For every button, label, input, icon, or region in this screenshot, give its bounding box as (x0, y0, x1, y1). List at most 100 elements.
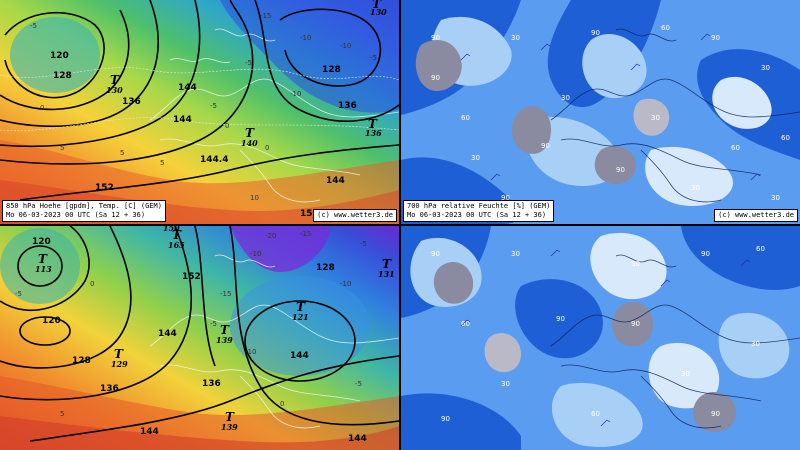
svg-text:129: 129 (111, 359, 128, 369)
svg-text:113: 113 (35, 264, 52, 274)
iso-label: 120 (32, 237, 51, 247)
svg-text:150: 150 (163, 226, 180, 233)
rh-label: 90 (431, 34, 440, 42)
temp-label: -20 (265, 232, 276, 240)
temp-label: 0 (265, 144, 269, 152)
temp-label: 0 (90, 280, 94, 288)
iso-label: 144 (178, 83, 197, 93)
caption-line-variable: 850 hPa Hoehe [gpdm], Temp. [C] (GEM) (6, 202, 162, 210)
temp-label: -5 (210, 102, 217, 110)
rh-label: 60 (591, 410, 600, 418)
rh-label: 30 (561, 94, 570, 102)
rh-label: 30 (691, 184, 700, 192)
caption-line-variable: 700 hPa relative Feuchte [%] (GEM) (407, 202, 551, 210)
temp-label: 5 (60, 144, 64, 152)
low-center-marker: T 121 (292, 300, 309, 322)
iso-label: 152 (95, 183, 114, 193)
temp-label: -5 (210, 320, 217, 328)
temp-label: -10 (340, 42, 351, 50)
panel-700hpa-rh-top: 90 90 30 60 90 30 60 90 30 90 30 60 90 3… (401, 0, 800, 224)
credit-label: (c) www.wetter3.de (714, 209, 798, 222)
low-center-marker: T 131 (378, 257, 395, 279)
temp-label: -10 (245, 348, 256, 356)
low-center-marker: T 113 (35, 252, 52, 274)
rh-label: 90 (431, 74, 440, 82)
temp-label: 0 (40, 104, 44, 112)
svg-text:165: 165 (168, 240, 185, 250)
low-center-marker: T 130 (370, 0, 387, 17)
low-center-marker: T 130 (106, 73, 123, 95)
rh-label: 60 (756, 245, 765, 253)
temp-label: -5 (355, 380, 362, 388)
iso-label: 120 (50, 51, 69, 61)
rh-label: 30 (761, 64, 770, 72)
rh-label: 30 (651, 114, 660, 122)
low-center-marker: T 139 (216, 323, 233, 345)
rh-label: 90 (711, 410, 720, 418)
caption-line-time: Mo 06-03-2023 00 UTC (Sa 12 + 36) (6, 211, 146, 219)
rh-label: 30 (751, 340, 760, 348)
svg-text:T: T (38, 252, 48, 266)
low-center-marker: T 140 (241, 126, 258, 148)
rh-label: 90 (701, 250, 710, 258)
rh-label: 90 (591, 29, 600, 37)
temp-label: 5 (160, 159, 164, 167)
iso-label: 144 (173, 115, 192, 125)
rh-label: 90 (501, 194, 510, 202)
svg-text:T: T (372, 0, 382, 11)
svg-text:T: T (172, 228, 182, 242)
credit-label: (c) www.wetter3.de (313, 209, 397, 222)
iso-label: 144 (290, 351, 309, 361)
map-850hpa-temp-top: 120 128 136 144 144 144.4 152 136 128 14… (0, 0, 399, 224)
temp-label: -10 (300, 34, 311, 42)
panel-caption-700hpa: 700 hPa relative Feuchte [%] (GEM) Mo 06… (403, 200, 555, 222)
temp-label: -15 (220, 290, 231, 298)
humidity-labels-top-right: 90 90 30 60 90 30 60 90 30 90 30 60 90 3… (431, 24, 790, 202)
svg-text:T: T (114, 347, 124, 361)
rh-label: 90 (431, 250, 440, 258)
svg-text:140: 140 (241, 138, 258, 148)
rh-label: 30 (681, 370, 690, 378)
svg-text:130: 130 (370, 7, 387, 17)
svg-text:121: 121 (292, 312, 309, 322)
temp-labels-bottom-left: -5 -10 -15 -10 -5 -15 -20 -10 -5 0 5 -5 … (15, 230, 367, 418)
isoline-labels-bottom-left: 120 120 128 136 144 152 128 136 144 144 … (32, 237, 367, 444)
iso-label: 136 (202, 379, 221, 389)
rh-label: 60 (781, 134, 790, 142)
low-center-marker: T 165 (168, 228, 185, 250)
panel-700hpa-rh-bottom: 90 30 60 90 30 90 60 30 90 30 90 60 30 9… (401, 226, 800, 450)
iso-label: 152 (182, 272, 201, 282)
svg-text:T: T (110, 73, 120, 87)
svg-text:130: 130 (106, 85, 123, 95)
temp-label: -10 (250, 250, 261, 258)
low-center-marker: T 136 (365, 117, 382, 138)
iso-label: 120 (42, 316, 61, 326)
rh-label: 30 (501, 380, 510, 388)
temp-label: -5 (360, 240, 367, 248)
svg-text:139: 139 (216, 335, 233, 345)
svg-text:T: T (225, 410, 235, 424)
map-700hpa-rh-bottom: 90 30 60 90 30 90 60 30 90 30 90 60 30 9… (401, 226, 800, 450)
temp-label: -15 (300, 230, 311, 238)
temp-label: -15 (260, 12, 271, 20)
isoline-labels-top-left: 120 128 136 144 144 144.4 152 136 128 14… (50, 51, 357, 219)
svg-text:T: T (382, 257, 392, 271)
rh-label: 60 (461, 320, 470, 328)
rh-label: 30 (511, 34, 520, 42)
temp-label: -5 (370, 54, 377, 62)
temp-label: -5 (15, 290, 22, 298)
svg-text:T: T (245, 126, 255, 140)
rh-label: 90 (556, 315, 565, 323)
caption-line-time: Mo 06-03-2023 00 UTC (Sa 12 + 36) (407, 211, 547, 219)
rh-label: 30 (471, 154, 480, 162)
pressure-centers-top-left: T 130 T 130 T 140 T 136 (106, 0, 387, 148)
rh-label: 30 (511, 250, 520, 258)
svg-text:131: 131 (378, 269, 395, 279)
rh-label: 60 (461, 114, 470, 122)
temp-labels-top-left: -5 -10 -10 -5 0 5 -5 0 -10 -15 5 -5 0 5 … (30, 12, 377, 202)
iso-label: 144.4 (200, 155, 228, 165)
panel-caption-850hpa: 850 hPa Hoehe [gpdm], Temp. [C] (GEM) Mo… (2, 200, 166, 222)
iso-label: 136 (338, 101, 357, 111)
temp-label: -5 (245, 59, 252, 67)
